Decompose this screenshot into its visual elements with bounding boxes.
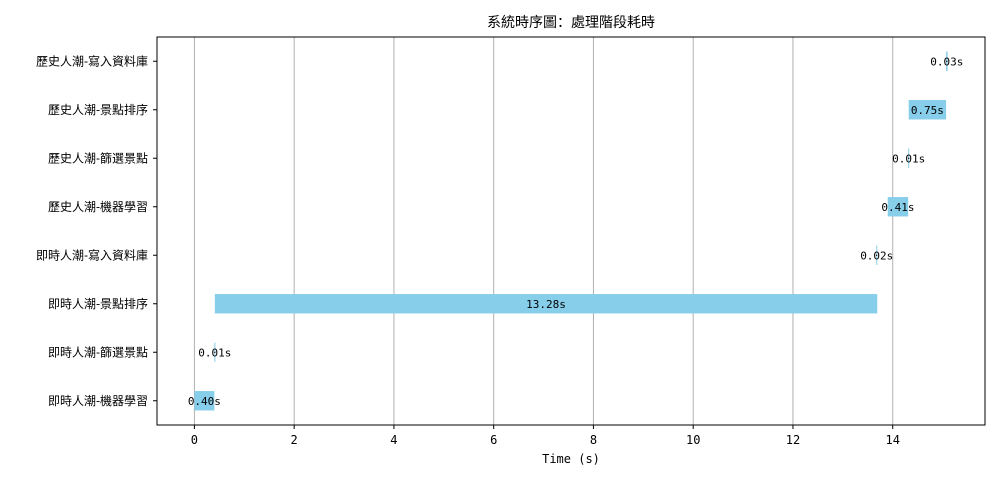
x-axis-label: Time (s) [542,452,600,466]
bar-duration-label: 0.02s [860,249,893,262]
bar-duration-label: 0.40s [188,395,221,408]
data-labels: 0.03s 0.75s 0.01s 0.41s 0.02s 13.28s 0.01s 0.40… [188,55,964,408]
gantt-bar [908,100,947,120]
x-tick-label: 4 [390,433,397,447]
x-tick-label: 6 [490,433,497,447]
gantt-bar [214,342,216,362]
x-tick-label: 2 [291,433,298,447]
x-axis-ticks: 0 2 4 6 8 10 12 14 [191,425,900,447]
gantt-bar [214,294,878,314]
gantt-bar [876,245,878,265]
bars [194,51,948,411]
y-tick-label: 即時人潮-篩選景點 [48,344,148,359]
x-tick-label: 8 [590,433,597,447]
y-tick-label: 歷史人潮-寫入資料庫 [36,53,148,68]
gantt-bar [908,148,910,168]
bar-duration-label: 0.41s [881,201,914,214]
bar-duration-label: 0.01s [198,346,231,359]
bar-duration-label: 0.01s [892,152,925,165]
x-tick-label: 0 [191,433,198,447]
y-tick-label: 即時人潮-機器學習 [48,393,148,408]
grid-lines [193,37,894,425]
y-tick-label: 歷史人潮-機器學習 [48,199,148,214]
y-axis-ticks: 歷史人潮-寫入資料庫歷史人潮-景點排序歷史人潮-篩選景點歷史人潮-機器學習即時人… [36,53,157,408]
gantt-bar [887,197,909,217]
plot-frame [156,36,986,426]
y-tick-label: 歷史人潮-篩選景點 [48,150,148,165]
bar-duration-label: 0.75s [911,104,944,117]
y-tick-label: 即時人潮-寫入資料庫 [36,247,148,262]
x-tick-label: 10 [686,433,700,447]
bar-duration-label: 0.03s [930,55,963,68]
gantt-bar [194,391,215,411]
y-tick-label: 歷史人潮-景點排序 [48,102,148,117]
chart-title: 系統時序圖：處理階段耗時 [487,15,655,31]
y-tick-label: 即時人潮-景點排序 [48,296,148,311]
x-tick-label: 12 [786,433,800,447]
gantt-bar [946,51,948,71]
bar-duration-label: 13.28s [526,298,566,311]
x-tick-label: 14 [885,433,899,447]
